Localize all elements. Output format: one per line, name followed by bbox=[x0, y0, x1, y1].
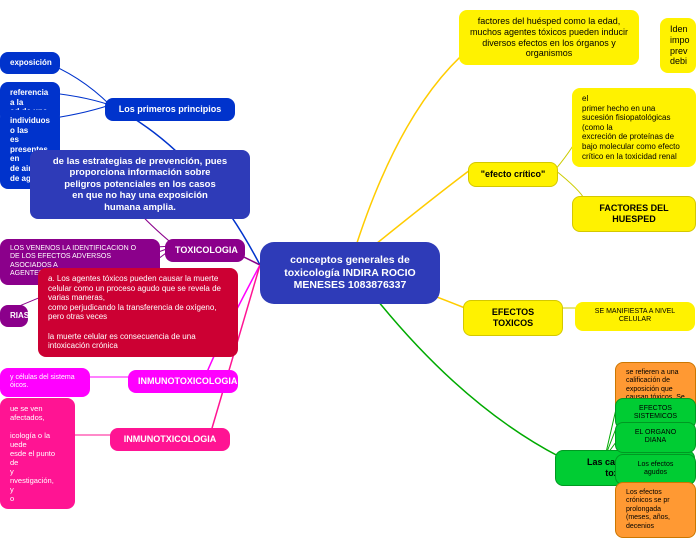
inmunotx-node[interactable]: INMUNOTXICOLOGIA bbox=[110, 428, 230, 451]
inmuno-detail[interactable]: y células del sistema óicos. bbox=[0, 368, 90, 397]
estrategias-node[interactable]: de las estrategias de prevención, pues p… bbox=[30, 150, 250, 219]
agentes-node[interactable]: a. Los agentes tóxicos pueden causar la … bbox=[38, 268, 238, 357]
efectos-detail[interactable]: SE MANIFIESTA A NIVEL CELULAR bbox=[575, 302, 695, 331]
cat-organo[interactable]: EL ORGANO DIANA bbox=[615, 422, 696, 453]
center-node[interactable]: conceptos generales de toxicología INDIR… bbox=[260, 242, 440, 304]
cat-cronicos[interactable]: Los efectos crónicos se pr prolongada (m… bbox=[615, 482, 696, 538]
top-yellow-right[interactable]: Iden impo prev debi bbox=[660, 18, 696, 73]
rias-node[interactable]: RIAS bbox=[0, 305, 28, 327]
toxicologia-node[interactable]: TOXICOLOGIA bbox=[165, 239, 245, 262]
efecto-detail[interactable]: el primer hecho en una sucesión fisiopat… bbox=[572, 88, 696, 167]
top-yellow-node[interactable]: factores del huésped como la edad, mucho… bbox=[459, 10, 639, 65]
efectos-toxicos-node[interactable]: EFECTOS TOXICOS bbox=[463, 300, 563, 336]
efecto-critico-node[interactable]: "efecto crítico" bbox=[468, 162, 558, 187]
inmunotx-detail[interactable]: ue se ven afectados, icología o la uede … bbox=[0, 398, 75, 509]
factores-huesped[interactable]: FACTORES DEL HUESPED bbox=[572, 196, 696, 232]
inmunotox-node[interactable]: INMUNOTOXICOLOGIA bbox=[128, 370, 238, 393]
pp1[interactable]: exposición bbox=[0, 52, 60, 74]
cat-agudos[interactable]: Los efectos agudos bbox=[615, 454, 696, 485]
primeros-principios[interactable]: Los primeros principios bbox=[105, 98, 235, 121]
